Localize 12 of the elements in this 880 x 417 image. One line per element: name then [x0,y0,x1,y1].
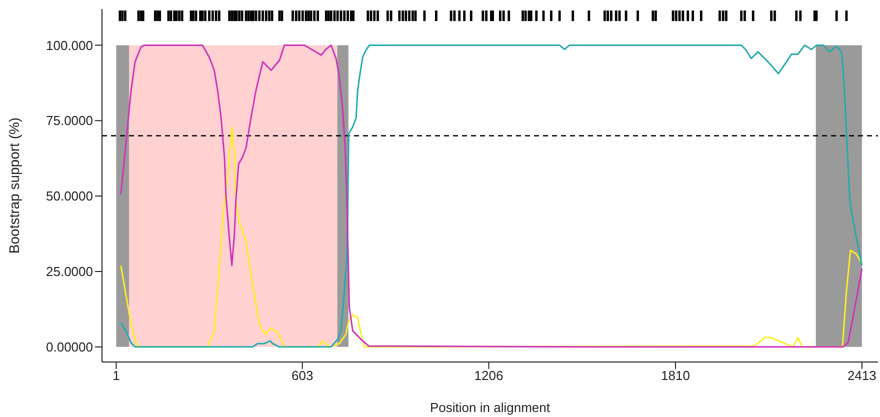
x-tick-label: 1 [112,368,120,384]
x-axis-title: Position in alignment [430,400,550,415]
y-tick-label: 50.0000 [46,188,93,204]
y-tick-label: 100.000 [46,38,93,53]
y-tick-label: 25.0000 [46,264,93,280]
y-tick-label: 0.00000 [46,340,93,355]
y-axis-title: Bootstrap support (%) [6,117,22,254]
x-tick-label: 603 [291,368,314,384]
x-tick-label: 1810 [661,368,690,384]
x-tick-label: 1206 [474,368,504,384]
x-tick-label: 2413 [847,368,876,384]
y-tick-label: 75.0000 [46,113,93,128]
